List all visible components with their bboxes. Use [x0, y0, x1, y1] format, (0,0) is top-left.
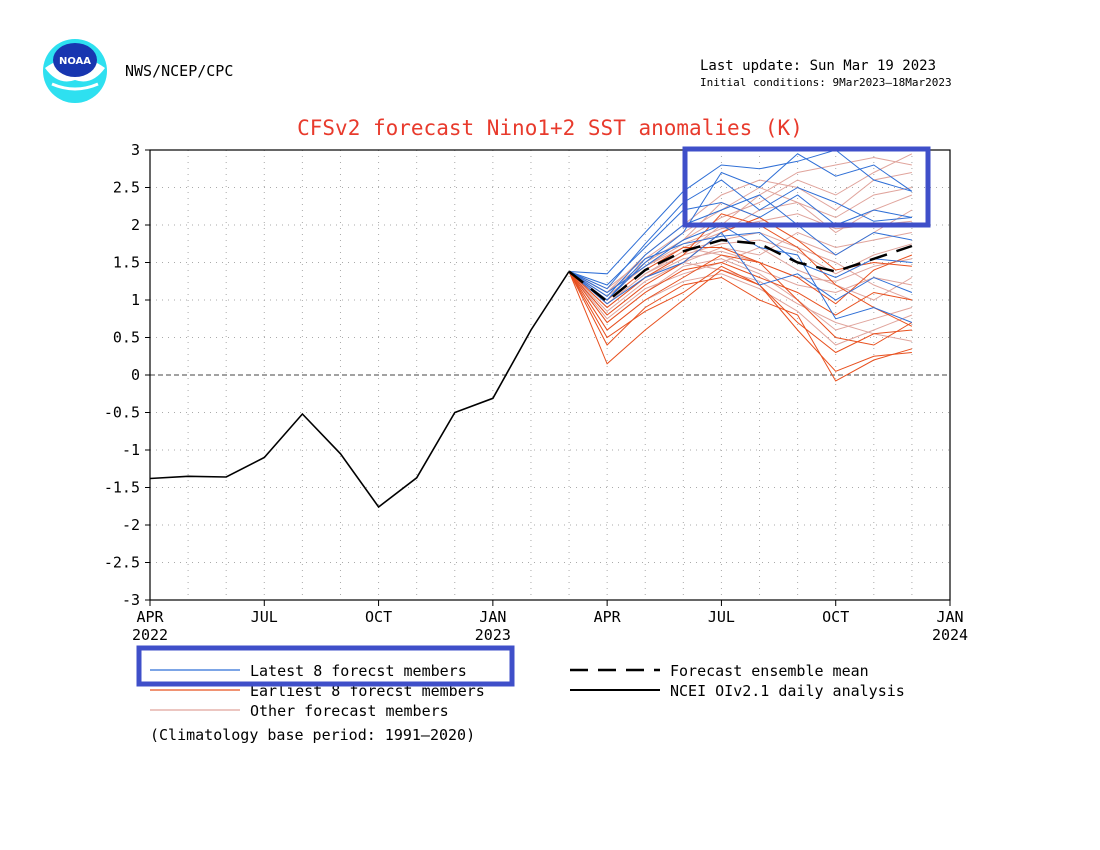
- forecast-member-other: [568, 172, 912, 294]
- forecast-member-earliest: [568, 271, 913, 382]
- legend-label-latest: Latest 8 forecst members: [250, 662, 467, 680]
- x-tick-label: APR: [136, 608, 164, 626]
- highlight-box-legend: [136, 645, 515, 687]
- observed-series: [149, 271, 570, 509]
- legend: Latest 8 forecst members Earliest 8 fore…: [136, 645, 905, 720]
- x-tick-label: JAN: [479, 608, 506, 626]
- x-tick-label: JUL: [251, 608, 278, 626]
- ensemble-mean-line: [568, 238, 913, 304]
- x-tick-year-label: 2022: [132, 626, 168, 644]
- initial-conditions: Initial conditions: 9Mar2023–18Mar2023: [700, 76, 952, 89]
- forecast-member-latest: [568, 153, 913, 301]
- forecast-member-earliest: [568, 213, 913, 327]
- organization-label: NWS/NCEP/CPC: [125, 62, 234, 80]
- legend-label-mean: Forecast ensemble mean: [670, 662, 869, 680]
- forecast-member-latest: [568, 194, 912, 297]
- forecast-member-earliest: [568, 265, 912, 354]
- y-tick-label: 2: [131, 216, 140, 234]
- forecast-member-latest: [568, 231, 912, 301]
- chart-title: CFSv2 forecast Nino1+2 SST anomalies (K): [297, 116, 803, 140]
- grid-lines: [150, 150, 950, 600]
- logo-text: NOAA: [59, 56, 91, 67]
- y-tick-label: 2.5: [113, 179, 140, 197]
- legend-label-other: Other forecast members: [250, 702, 449, 720]
- y-tick-label: 3: [131, 141, 140, 159]
- x-tick-label: JUL: [708, 608, 735, 626]
- noaa-logo: NOAA: [43, 39, 107, 103]
- highlight-box-top-right: [682, 146, 931, 228]
- forecast-member-latest: [568, 179, 912, 290]
- y-tick-label: -1.5: [104, 479, 140, 497]
- y-tick-label: -2: [122, 516, 140, 534]
- forecast-member-other: [568, 261, 912, 342]
- y-tick-label: -2.5: [104, 554, 140, 572]
- x-tick-label: JAN: [936, 608, 963, 626]
- observed-line: [149, 271, 570, 509]
- x-tick-year-label: 2023: [475, 626, 511, 644]
- y-tick-label: 1: [131, 291, 140, 309]
- y-tick-label: 0.5: [113, 329, 140, 347]
- x-tick-label: OCT: [822, 608, 849, 626]
- ensemble-mean-series: [568, 238, 913, 304]
- forecast-member-earliest: [568, 269, 912, 372]
- x-tick-year-label: 2024: [932, 626, 968, 644]
- y-tick-label: -0.5: [104, 404, 140, 422]
- y-tick-label: -3: [122, 591, 140, 609]
- y-tick-label: -1: [122, 441, 140, 459]
- forecast-member-earliest: [568, 261, 912, 324]
- x-tick-label: APR: [594, 608, 622, 626]
- x-tick-label: OCT: [365, 608, 392, 626]
- y-tick-label: 0: [131, 366, 140, 384]
- forecast-member-latest: [568, 149, 913, 275]
- y-tick-label: 1.5: [113, 254, 140, 272]
- legend-label-observed: NCEI OIv2.1 daily analysis: [670, 682, 905, 700]
- y-axis: 3 2.5 2 1.5 1 0.5 0 -0.5 -1 -1.5 -2 -2.5 -3: [104, 141, 150, 609]
- forecast-member-latest: [568, 231, 913, 305]
- forecast-members: [568, 149, 913, 382]
- climatology-note: (Climatology base period: 1991–2020): [150, 726, 476, 744]
- last-update: Last update: Sun Mar 19 2023: [700, 58, 937, 74]
